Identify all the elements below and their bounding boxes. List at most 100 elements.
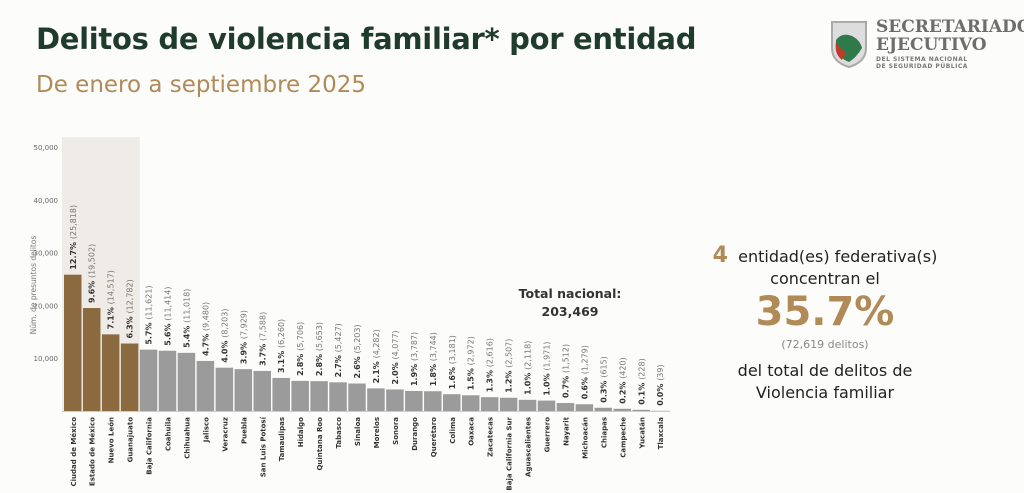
x-tick-label: Baja California (146, 417, 154, 475)
data-label: 6.3% (12,782) (126, 279, 135, 338)
bar-puebla (234, 369, 253, 411)
data-label: 4.7% (9,480) (201, 302, 210, 356)
x-tick-label: Morelos (373, 417, 381, 448)
data-label: 3.1% (6,260) (277, 319, 286, 373)
bar-yucatán (632, 409, 650, 411)
x-tick-label: Chihuahua (183, 417, 191, 459)
x-tick-label: Ciudad de México (70, 417, 78, 487)
logo-line1: SECRETARIADO (876, 17, 1024, 37)
bar-michoacán (575, 404, 594, 411)
summary-text2: concentran el (770, 269, 880, 288)
bar-querétaro (424, 391, 442, 411)
data-label: 1.0% (1,971) (543, 341, 552, 395)
x-tick-label: Puebla (240, 417, 248, 444)
x-tick-label: Guerrero (544, 417, 552, 453)
bar-ciudad-de-méxico (64, 274, 82, 411)
x-tick-label: Oaxaca (468, 417, 476, 446)
data-label: 2.6% (5,203) (353, 324, 362, 378)
bar-san-luis-potosí (253, 370, 271, 411)
data-label: 1.8% (3,744) (429, 332, 438, 386)
summary-delitos: (72,619 delitos) (781, 338, 869, 351)
data-label: 3.9% (7,929) (239, 310, 248, 364)
y-tick-label: 40,000 (34, 197, 59, 205)
logo-line3: DEL SISTEMA NACIONAL (876, 56, 968, 63)
bar-baja-california-sur (499, 397, 518, 411)
page-title: Delitos de violencia familiar* por entid… (36, 22, 697, 56)
summary-text4: Violencia familiar (755, 383, 895, 402)
x-tick-label: Campeche (619, 417, 627, 458)
x-tick-label: Veracruz (221, 417, 229, 452)
x-tick-label: Tamaulipas (278, 417, 286, 461)
data-label: 7.1% (14,517) (107, 270, 116, 329)
bar-tabasco (329, 382, 347, 411)
bar-oaxaca (461, 395, 480, 411)
x-tick-label: Hidalgo (297, 417, 305, 447)
data-label: 5.4% (11,018) (182, 289, 191, 348)
logo: SECRETARIADO EJECUTIVO DEL SISTEMA NACION… (828, 18, 1024, 72)
data-label: 1.5% (2,972) (467, 336, 476, 390)
x-tick-label: Quintana Roo (316, 417, 324, 471)
bar-campeche (613, 408, 632, 411)
x-tick-label: Sinaloa (354, 417, 362, 446)
data-label: 5.7% (11,621) (145, 285, 154, 344)
x-tick-label: Durango (411, 417, 419, 451)
x-tick-label: San Luis Potosí (259, 416, 267, 477)
data-label: 1.0% (2,118) (524, 341, 533, 395)
x-tick-label: Nayarit (562, 416, 570, 446)
y-tick-label: 50,000 (34, 144, 59, 152)
summary-panel: 4 entidad(es) federativa(s) concentran e… (690, 245, 960, 404)
y-axis-label: Núm. de presuntos delitos (29, 236, 38, 335)
bar-durango (405, 391, 423, 411)
bar-aguascalientes (518, 399, 537, 411)
x-tick-label: Jalisco (202, 417, 210, 443)
bar-nayarit (556, 403, 575, 411)
total-value: 203,469 (542, 304, 599, 319)
bar-hidalgo (291, 380, 309, 411)
bar-nuevo-león (101, 334, 120, 411)
bar-guanajuato (120, 343, 139, 411)
bar-baja-california (139, 349, 158, 411)
y-tick-label: 30,000 (34, 250, 59, 258)
page-subtitle: De enero a septiembre 2025 (36, 72, 367, 98)
bar-morelos (367, 388, 385, 411)
data-label: 0.3% (615) (599, 356, 608, 403)
x-tick-label: Querétaro (430, 417, 438, 457)
data-label: 5.6% (11,414) (164, 287, 173, 346)
x-tick-label: Estado de México (89, 417, 97, 486)
logo-line2: EJECUTIVO (876, 35, 987, 55)
bar-tamaulipas (272, 377, 290, 411)
x-tick-label: Chiapas (600, 417, 608, 448)
bar-quintana-roo (310, 381, 328, 411)
x-tick-label: Yucatán (638, 417, 646, 449)
x-tick-label: Tlaxcala (657, 417, 665, 450)
bar-veracruz (215, 367, 234, 411)
bar-zacatecas (480, 397, 499, 411)
total-label: Total nacional: (519, 286, 622, 301)
data-label: 1.3% (2,616) (486, 338, 495, 392)
data-label: 0.6% (1,279) (580, 345, 589, 399)
data-label: 2.8% (5,653) (315, 322, 324, 376)
data-label: 0.1% (228) (637, 358, 646, 405)
x-tick-label: Zacatecas (487, 417, 495, 457)
bar-colima (443, 394, 461, 411)
logo-line4: DE SEGURIDAD PÚBLICA (876, 63, 968, 70)
x-tick-label: Baja California Sur (506, 416, 514, 490)
x-tick-label: Aguascalientes (525, 417, 533, 477)
summary-count: 4 (712, 243, 728, 268)
data-label: 1.6% (3,181) (448, 335, 457, 389)
bar-chiapas (594, 407, 613, 411)
data-label: 0.0% (39) (656, 364, 665, 405)
data-label: 0.7% (1,512) (561, 344, 570, 398)
data-label: 4.0% (8,203) (220, 309, 229, 363)
shield-icon (831, 21, 867, 69)
summary-text1: entidad(es) federativa(s) (738, 247, 938, 266)
summary-text3: del total de delitos de (737, 361, 913, 380)
data-label: 1.9% (3,787) (410, 332, 419, 386)
bar-jalisco (196, 360, 215, 411)
x-tick-label: Tabasco (335, 417, 343, 449)
data-label: 2.1% (4,282) (372, 329, 381, 383)
bar-sinaloa (348, 383, 366, 411)
y-tick-label: 10,000 (34, 355, 59, 363)
bar-sonora (386, 389, 404, 411)
